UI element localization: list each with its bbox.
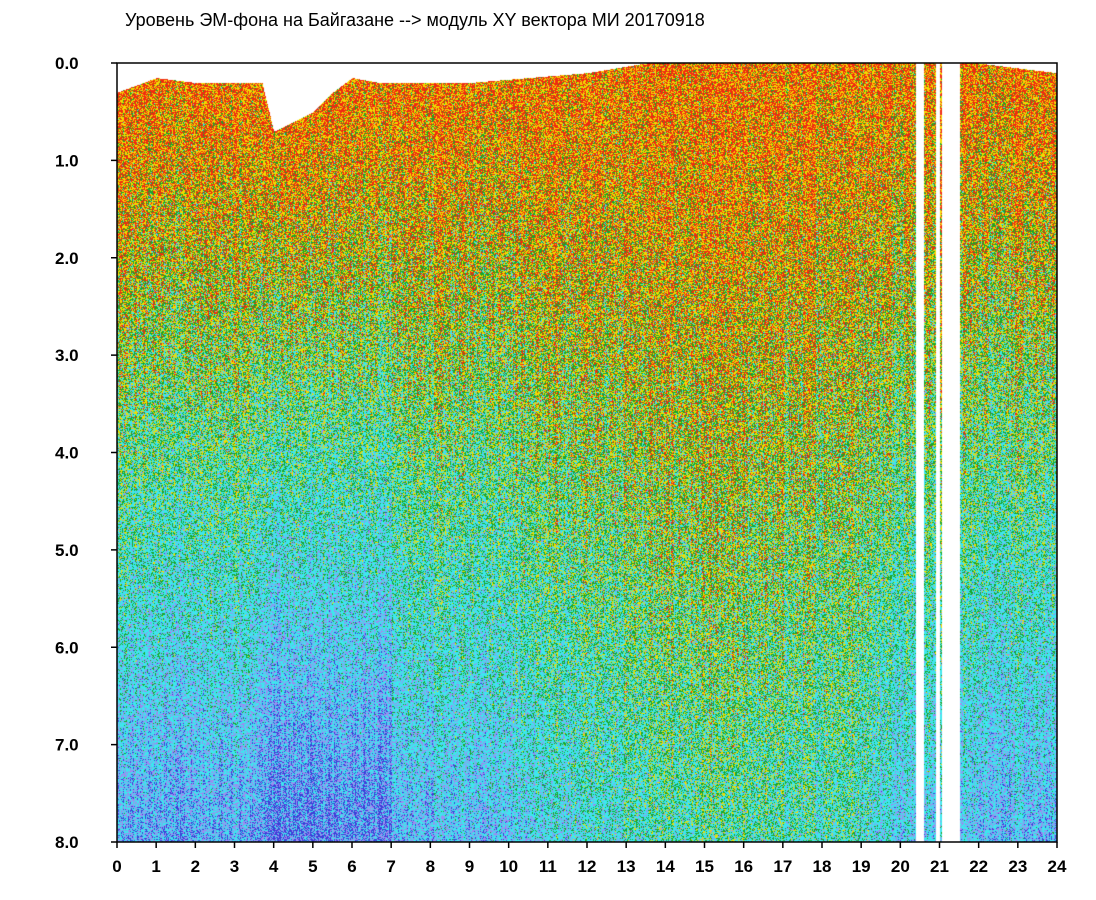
- x-tick-label: 17: [773, 857, 792, 876]
- x-tick-label: 3: [230, 857, 239, 876]
- x-tick-label: 5: [308, 857, 317, 876]
- x-tick-label: 11: [539, 857, 557, 876]
- x-tick-label: 10: [499, 857, 518, 876]
- chart-title: Уровень ЭМ-фона на Байгазане --> модуль …: [125, 10, 705, 30]
- y-tick-label: 1.0: [55, 151, 79, 170]
- x-tick-label: 7: [386, 857, 395, 876]
- x-tick-label: 18: [813, 857, 832, 876]
- x-axis: 0 1 2 3 4 5 6 7 8 9 10 11 12 13 14 15 16 17 18 19 20 21 22 23 24: [112, 842, 1067, 876]
- y-tick-label: 3.0: [55, 346, 79, 365]
- heatmap-canvas: [117, 63, 1057, 842]
- x-tick-label: 20: [891, 857, 910, 876]
- heatmap-surface: [117, 63, 1057, 842]
- x-tick-label: 0: [112, 857, 121, 876]
- x-tick-label: 23: [1008, 857, 1027, 876]
- y-tick-label: 0.0: [55, 54, 79, 73]
- x-tick-label: 8: [426, 857, 435, 876]
- x-tick-label: 19: [852, 857, 871, 876]
- x-tick-label: 12: [578, 857, 597, 876]
- x-tick-label: 24: [1048, 857, 1067, 876]
- x-tick-label: 1: [151, 857, 160, 876]
- y-tick-label: 2.0: [55, 249, 79, 268]
- y-tick-label: 8.0: [55, 833, 79, 852]
- y-tick-label: 4.0: [55, 444, 79, 463]
- x-tick-label: 15: [695, 857, 714, 876]
- y-tick-label: 7.0: [55, 736, 79, 755]
- x-tick-label: 22: [969, 857, 988, 876]
- x-tick-label: 2: [191, 857, 200, 876]
- y-axis: 0.0 1.0 2.0 3.0 4.0 5.0 6.0 7.0 8.0: [55, 54, 117, 852]
- x-tick-label: 21: [930, 857, 949, 876]
- y-tick-label: 5.0: [55, 541, 79, 560]
- x-tick-label: 13: [617, 857, 636, 876]
- x-tick-label: 14: [656, 857, 675, 876]
- y-tick-label: 6.0: [55, 638, 79, 657]
- x-tick-label: 16: [734, 857, 753, 876]
- x-tick-label: 9: [465, 857, 474, 876]
- x-tick-label: 6: [347, 857, 356, 876]
- x-tick-label: 4: [269, 857, 279, 876]
